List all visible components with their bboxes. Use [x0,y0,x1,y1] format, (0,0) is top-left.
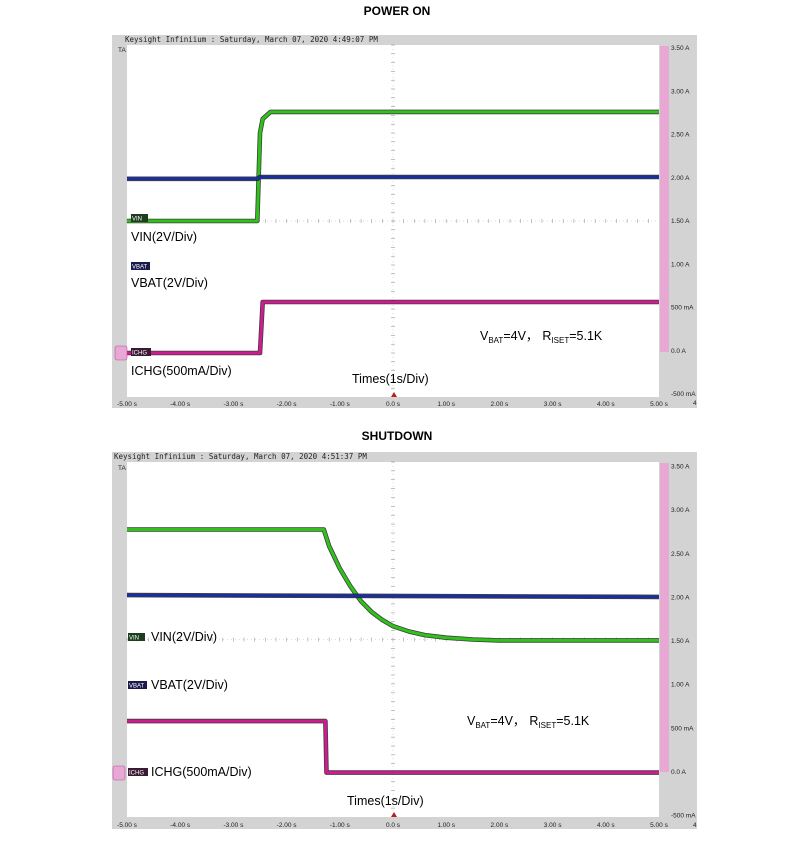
y-tick-label: 1.50 A [671,638,690,645]
svg-text:VIN: VIN [132,217,142,223]
y-tick-label: 2.00 A [671,594,690,601]
trigger-origin-icon [391,392,397,397]
trigger-marker: TA [118,47,126,54]
ichg-badge: ICHG [112,765,148,781]
y-tick-label: 2.50 A [671,132,690,139]
x-end-marker: 4 [693,822,697,829]
ichg-trace [127,719,659,775]
vin-trace [127,110,659,223]
grid [126,461,659,817]
x-tick-label: 4.00 s [597,822,615,829]
svg-text:ICHG: ICHG [132,351,147,357]
y-tick-label: 3.00 A [671,507,690,514]
x-tick-label: 3.00 s [544,401,562,408]
waveform-traces [127,109,659,356]
trigger-origin-icon [391,812,397,817]
waveform-traces [126,527,660,775]
y-tick-label: 0.0 A [671,769,686,776]
y-tick-labels: 3.50 A 3.00 A 2.50 A 2.00 A 1.50 A 1.00 A 500 … [671,45,696,398]
x-tick-label: -5.00 s [117,822,138,829]
y-tick-label: 1.00 A [671,682,690,689]
vbat-label: VBAT(2V/Div) [151,678,228,692]
x-tick-label: 5.00 s [650,822,668,829]
shutdown-panel: SHUTDOWN Keysight Infiniium : Saturday, … [112,429,697,829]
condition-text: VBAT=4V， RISET=5.1K [467,714,590,730]
time-label: Times(1s/Div) [347,794,424,808]
x-tick-label: -2.00 s [277,822,298,829]
vbat-badge: VBAT [128,681,147,690]
panel-title: POWER ON [364,4,431,18]
y-tick-label: 1.50 A [671,218,690,225]
x-tick-label: 2.00 s [491,822,509,829]
vbat-label: VBAT(2V/Div) [131,276,208,290]
x-tick-label: -2.00 s [277,401,298,408]
y-tick-label: 3.50 A [671,45,690,52]
vin-trace [127,528,659,642]
vin-label: VIN(2V/Div) [131,230,197,244]
y-tick-label: -500 mA [671,391,696,398]
x-tick-label: 0.0 s [386,822,401,829]
vbat-trace [127,175,659,181]
x-tick-label: -4.00 s [170,822,191,829]
svg-text:VIN: VIN [129,636,139,642]
x-tick-label: -1.00 s [330,401,351,408]
x-tick-label: 1.00 s [437,401,455,408]
y-tick-label: 1.00 A [671,261,690,268]
condition-text: VBAT=4V， RISET=5.1K [480,329,603,345]
x-tick-label: -3.00 s [223,401,244,408]
y-tick-label: 2.00 A [671,175,690,182]
x-tick-label: -3.00 s [223,822,244,829]
vin-badge: VIN [128,633,145,642]
x-tick-labels: -5.00 s -4.00 s -3.00 s -2.00 s -1.00 s 0.0 s… [117,822,669,829]
x-tick-label: 0.0 s [386,401,401,408]
vbat-trace [126,593,660,599]
ichg-badge: ICHG [114,345,151,361]
x-end-marker: 4 [693,400,697,407]
vbat-badge: VBAT [131,262,150,271]
y-tick-label: 500 mA [671,305,694,312]
svg-text:VBAT: VBAT [129,684,145,690]
y-tick-label: 3.50 A [671,464,690,471]
time-label: Times(1s/Div) [352,372,429,386]
scale-bar [660,463,669,772]
x-tick-labels: -5.00 s -4.00 s -3.00 s -2.00 s -1.00 s 0.0 s… [117,401,669,408]
y-tick-label: 500 mA [671,725,694,732]
panel-title: SHUTDOWN [362,429,433,443]
y-tick-label: -500 mA [671,813,696,820]
vin-label: VIN(2V/Div) [151,630,217,644]
scale-bar [660,46,669,352]
y-tick-label: 2.50 A [671,551,690,558]
trigger-marker: TA [118,465,126,472]
x-tick-label: 3.00 s [544,822,562,829]
x-tick-label: -1.00 s [330,822,351,829]
svg-text:VBAT: VBAT [132,265,148,271]
ichg-trace [127,300,659,355]
svg-text:ICHG: ICHG [129,771,144,777]
y-tick-labels: 3.50 A 3.00 A 2.50 A 2.00 A 1.50 A 1.00 A 500 … [671,464,696,820]
y-tick-label: 0.0 A [671,348,686,355]
x-tick-label: 2.00 s [491,401,509,408]
scope-header: Keysight Infiniium : Saturday, March 07,… [125,35,378,44]
scope-header: Keysight Infiniium : Saturday, March 07,… [114,452,367,461]
ichg-label: ICHG(500mA/Div) [151,765,252,779]
x-tick-label: -5.00 s [117,401,138,408]
y-tick-label: 3.00 A [671,88,690,95]
x-tick-label: 4.00 s [597,401,615,408]
x-tick-label: -4.00 s [170,401,191,408]
x-tick-label: 5.00 s [650,401,668,408]
x-tick-label: 1.00 s [437,822,455,829]
ichg-label: ICHG(500mA/Div) [131,364,232,378]
vin-badge: VIN [131,214,148,223]
power-on-panel: POWER ON Keysight Infiniium : Saturday, … [112,4,697,408]
